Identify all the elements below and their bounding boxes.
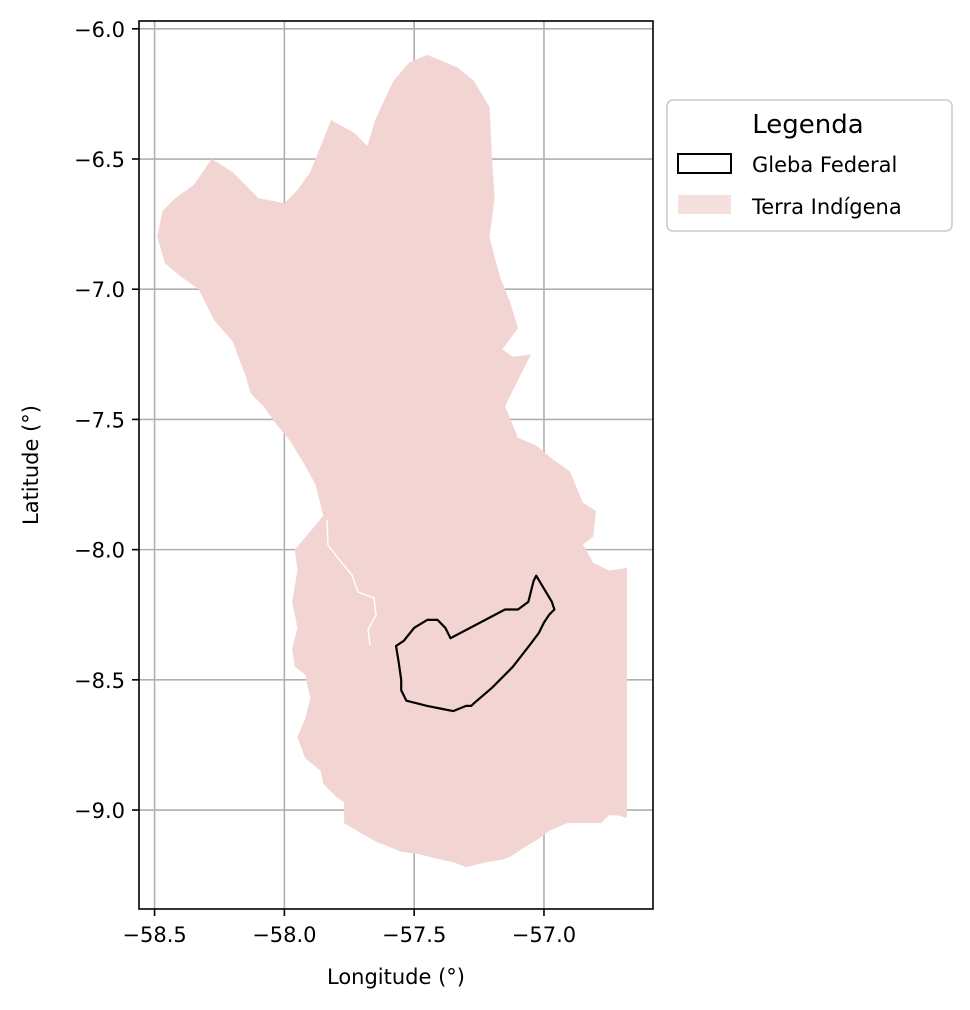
x-tick-label: −57.5	[382, 923, 446, 947]
x-tick-label: −58.5	[122, 923, 186, 947]
legend-swatch-terra-indigena	[678, 195, 731, 214]
legend-swatch-gleba-federal	[677, 153, 732, 174]
river-line	[326, 519, 377, 646]
y-tick-label: −9.0	[74, 799, 125, 823]
y-tick-label: −7.0	[74, 278, 125, 302]
y-tick-label: −7.5	[74, 408, 125, 432]
y-tick-label: −6.0	[74, 18, 125, 42]
plot-frame	[138, 20, 654, 910]
y-tick-label: −8.0	[74, 539, 125, 563]
terra-indigena-polygon	[157, 54, 627, 868]
x-tick-label: −58.0	[252, 923, 316, 947]
x-axis-ticks: −58.5 −58.0 −57.5 −57.0	[122, 909, 576, 947]
y-axis-ticks: −6.0 −6.5 −7.0 −7.5 −8.0 −8.5 −9.0	[74, 18, 139, 823]
y-tick-label: −6.5	[74, 148, 125, 172]
legend-title: Legenda	[752, 110, 863, 140]
y-tick-label: −8.5	[74, 669, 125, 693]
legend-label-gleba-federal: Gleba Federal	[752, 153, 897, 177]
y-axis-label: Latitude (°)	[19, 405, 43, 525]
legend-label-terra-indigena: Terra Indígena	[751, 195, 902, 219]
gleba-federal-polygon	[394, 574, 556, 713]
legend-box	[666, 99, 953, 232]
x-tick-label: −57.0	[512, 923, 576, 947]
legend: Legenda Gleba Federal Terra Indígena	[666, 99, 953, 232]
map-layers	[157, 54, 627, 868]
x-axis-label: Longitude (°)	[327, 965, 465, 989]
